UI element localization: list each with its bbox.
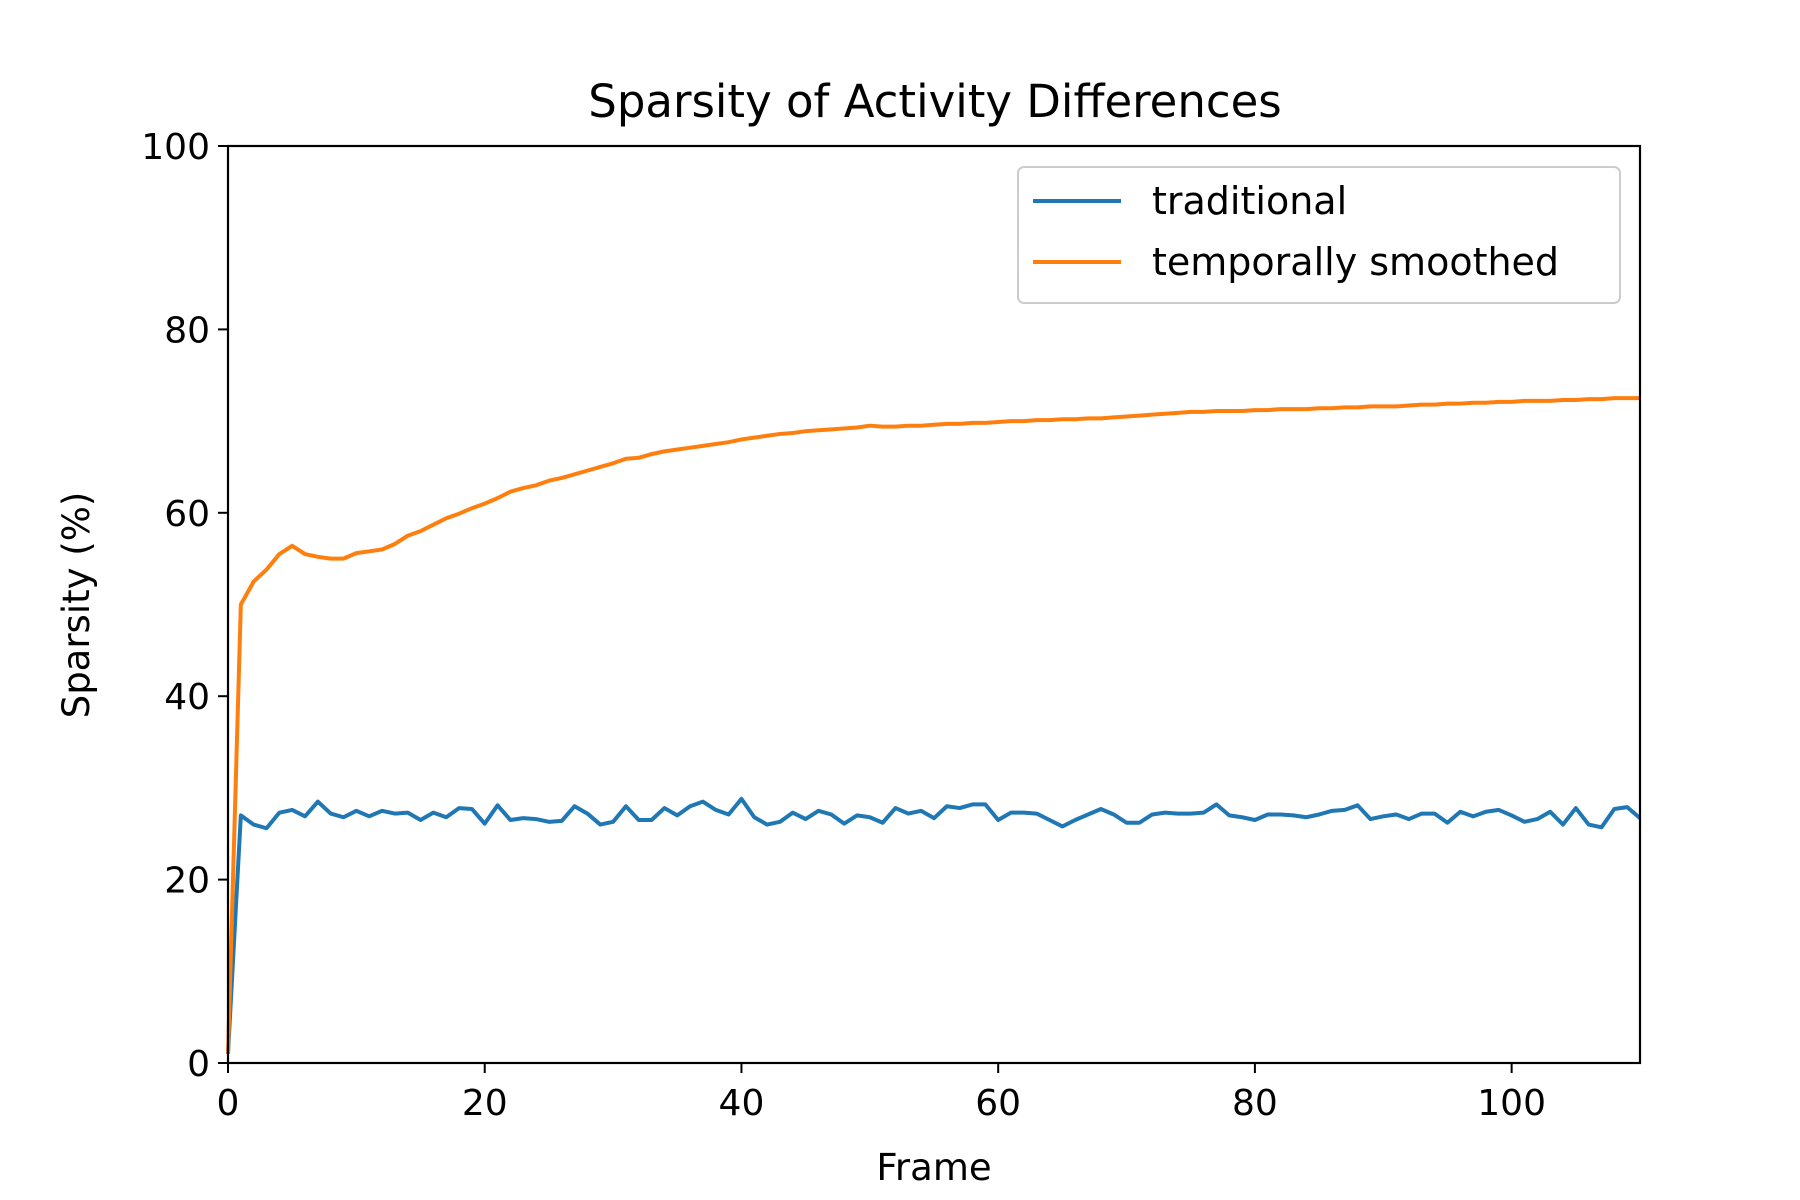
chart-title: Sparsity of Activity Differences — [588, 75, 1281, 128]
legend-label-traditional: traditional — [1152, 179, 1347, 223]
x-tick-label: 0 — [217, 1083, 240, 1124]
y-tick-label: 60 — [164, 494, 210, 535]
legend-label-temporally-smoothed: temporally smoothed — [1152, 240, 1559, 284]
legend: traditional temporally smoothed — [1017, 166, 1621, 304]
plot-frame — [226, 144, 1642, 1065]
series-layer — [226, 396, 1642, 1054]
x-axis: 0 20 40 60 80 100 — [217, 1063, 1546, 1124]
x-tick-label: 60 — [975, 1083, 1021, 1124]
x-tick-label: 40 — [719, 1083, 765, 1124]
series-line-temporally-smoothed — [226, 396, 1640, 1054]
y-tick-label: 20 — [164, 861, 210, 902]
series-line-traditional — [226, 796, 1642, 1054]
y-tick-label: 0 — [187, 1044, 210, 1085]
legend-box — [1017, 166, 1621, 304]
y-tick-label: 100 — [141, 127, 210, 168]
x-tick-label: 100 — [1477, 1083, 1546, 1124]
y-tick-label: 80 — [164, 310, 210, 351]
x-tick-label: 20 — [462, 1083, 508, 1124]
x-axis-label: Frame — [876, 1146, 991, 1189]
x-tick-label: 80 — [1232, 1083, 1278, 1124]
y-axis-label: Sparsity (%) — [55, 492, 98, 719]
y-tick-label: 40 — [164, 677, 210, 718]
y-axis: 0 20 40 60 80 100 — [141, 127, 228, 1085]
